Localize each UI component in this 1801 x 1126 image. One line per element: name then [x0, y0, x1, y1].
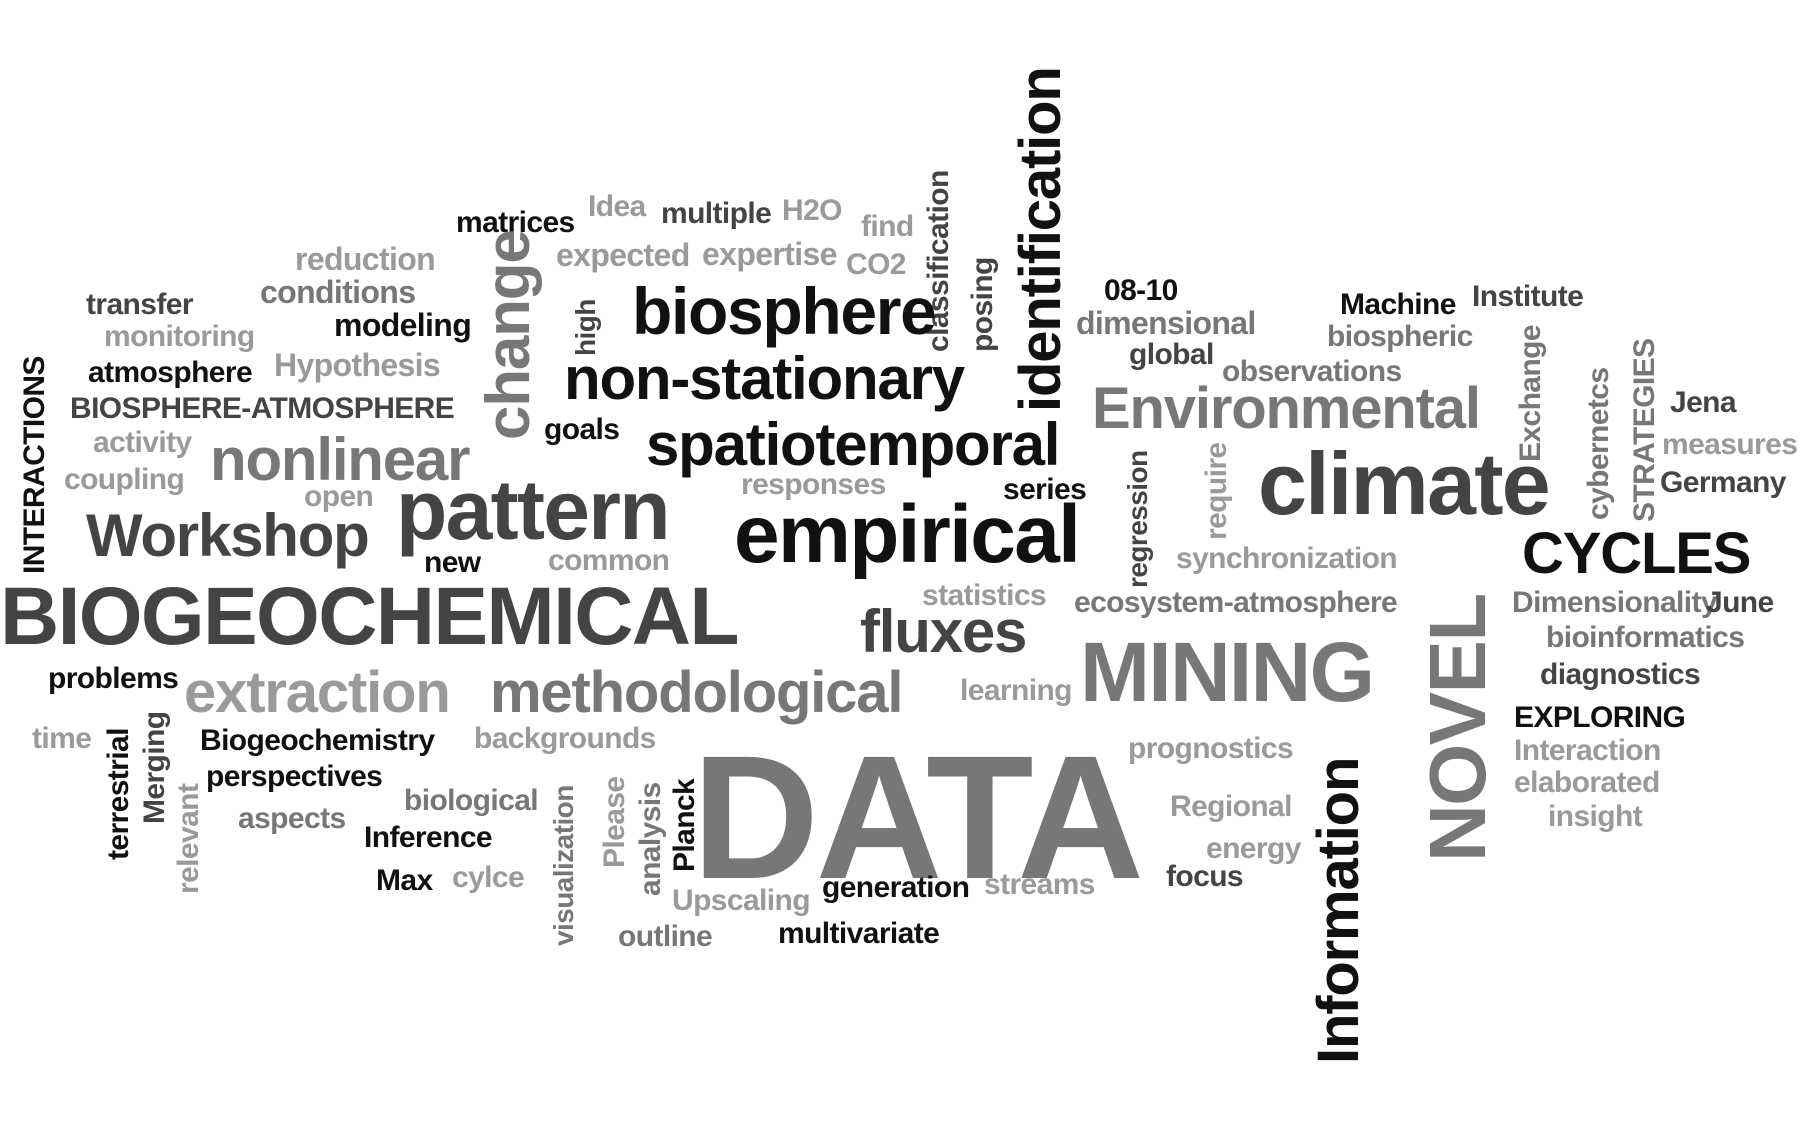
word-monitoring: monitoring [104, 320, 255, 353]
word-climate: climate [1258, 434, 1551, 533]
word-june: June [1706, 586, 1774, 619]
word-biosphere-atmosphere: BIOSPHERE-ATMOSPHERE [70, 392, 455, 425]
word-biosphere: biosphere [632, 274, 937, 348]
word-machine: Machine [1340, 288, 1456, 321]
word-non-stationary: non-stationary [564, 345, 965, 412]
word-relevant: relevant [172, 783, 205, 894]
word-nonlinear: nonlinear [210, 426, 470, 493]
word-multiple: multiple [661, 197, 772, 230]
word-bioinformatics: bioinformatics [1546, 621, 1745, 654]
word-fluxes: fluxes [860, 598, 1027, 665]
word-h2o: H2O [782, 194, 842, 227]
word-environmental: Environmental [1092, 376, 1481, 441]
word-biogeochemical: BIOGEOCHEMICAL [0, 571, 739, 662]
word-dimensionality: Dimensionality [1512, 586, 1718, 619]
word-streams: streams [984, 868, 1095, 901]
word-08-10: 08-10 [1104, 274, 1178, 307]
word-jena: Jena [1670, 386, 1737, 419]
word-mining: MINING [1080, 625, 1375, 719]
word-exploring: EXPLORING [1514, 701, 1686, 734]
word-terrestrial: terrestrial [102, 728, 135, 860]
word-measures: measures [1662, 428, 1798, 461]
word-institute: Institute [1472, 280, 1584, 313]
word-information: Information [1306, 757, 1371, 1064]
word-perspectives: perspectives [206, 760, 383, 793]
word-atmosphere: atmosphere [88, 356, 253, 389]
word-co2: CO2 [846, 248, 906, 281]
word-expertise: expertise [702, 236, 837, 272]
word-series: series [1003, 473, 1087, 506]
word-problems: problems [48, 662, 179, 695]
word-global: global [1129, 338, 1214, 371]
word-find: find [861, 210, 914, 243]
word-merging: Merging [138, 711, 171, 824]
word-outline: outline [618, 920, 713, 953]
word-interaction: Interaction [1514, 734, 1661, 767]
word-common: common [548, 544, 670, 577]
word-generation: generation [822, 871, 970, 904]
word-upscaling: Upscaling [672, 884, 811, 917]
word-aspects: aspects [238, 802, 346, 835]
word-pattern: pattern [396, 463, 671, 557]
word-dimensional: dimensional [1076, 305, 1256, 341]
word-elaborated: elaborated [1514, 766, 1660, 799]
word-biogeochemistry: Biogeochemistry [200, 724, 435, 757]
word-identification: identification [1008, 67, 1073, 412]
word-workshop: Workshop [86, 502, 370, 569]
word-conditions: conditions [260, 274, 416, 310]
word-cycle: cylce [452, 861, 525, 894]
word-reduction: reduction [295, 241, 436, 277]
word-regional: Regional [1170, 790, 1292, 823]
word-change: change [474, 230, 543, 440]
word-goals: goals [544, 413, 620, 446]
word-expected: expected [556, 237, 690, 273]
word-insight: insight [1548, 800, 1643, 833]
word-novel: NOVEL [1413, 594, 1502, 862]
word-data: DATA [692, 720, 1144, 916]
word-regression: regression [1122, 450, 1153, 588]
word-analysis: analysis [634, 782, 667, 896]
word-visualization: visualization [548, 785, 579, 946]
word-time: time [32, 722, 92, 755]
word-extraction: extraction [184, 660, 451, 725]
word-energy: energy [1206, 832, 1301, 865]
word-posing: posing [966, 257, 999, 352]
word-coupling: coupling [64, 463, 185, 496]
word-open: open [304, 480, 374, 513]
word-inference: Inference [364, 821, 493, 854]
word-ecosystem-atmosphere: ecosystem-atmosphere [1074, 586, 1398, 619]
word-responses: responses [741, 468, 886, 501]
word-multivariate: multivariate [778, 917, 940, 950]
word-diagnostics: diagnostics [1540, 658, 1701, 691]
word-focus: focus [1166, 860, 1244, 893]
word-require: require [1200, 442, 1233, 540]
word-matrices: matrices [456, 206, 575, 239]
word-modeling: modeling [334, 307, 472, 343]
word-observations: observations [1222, 355, 1402, 388]
word-new: new [424, 546, 481, 579]
word-idea: Idea [588, 190, 646, 223]
word-please: Please [598, 776, 631, 868]
word-spatiotemporal: spatiotemporal [646, 411, 1060, 478]
word-hypothesis: Hypothesis [274, 347, 441, 383]
word-max: Max [376, 864, 433, 897]
word-methodological: methodological [490, 660, 904, 725]
word-biospheric: biospheric [1327, 320, 1473, 353]
word-cycles: CYCLES [1522, 521, 1751, 586]
word-planck: Planck [668, 778, 701, 872]
word-statistics: statistics [922, 579, 1047, 612]
word-germany: Germany [1660, 466, 1786, 499]
word-learning: learning [960, 674, 1072, 707]
word-strategies: STRATEGIES [1628, 338, 1661, 522]
word-empirical: empirical [734, 489, 1081, 580]
word-backgrounds: backgrounds [474, 722, 656, 755]
word-transfer: transfer [86, 288, 194, 321]
word-synchronization: synchronization [1176, 542, 1398, 575]
word-biological: biological [404, 784, 539, 817]
word-activity: activity [93, 426, 192, 459]
word-interactions: INTERACTIONS [18, 356, 51, 574]
word-cybernetics: cybernetcs [1582, 367, 1615, 520]
word-prognostics: prognostics [1128, 732, 1294, 765]
